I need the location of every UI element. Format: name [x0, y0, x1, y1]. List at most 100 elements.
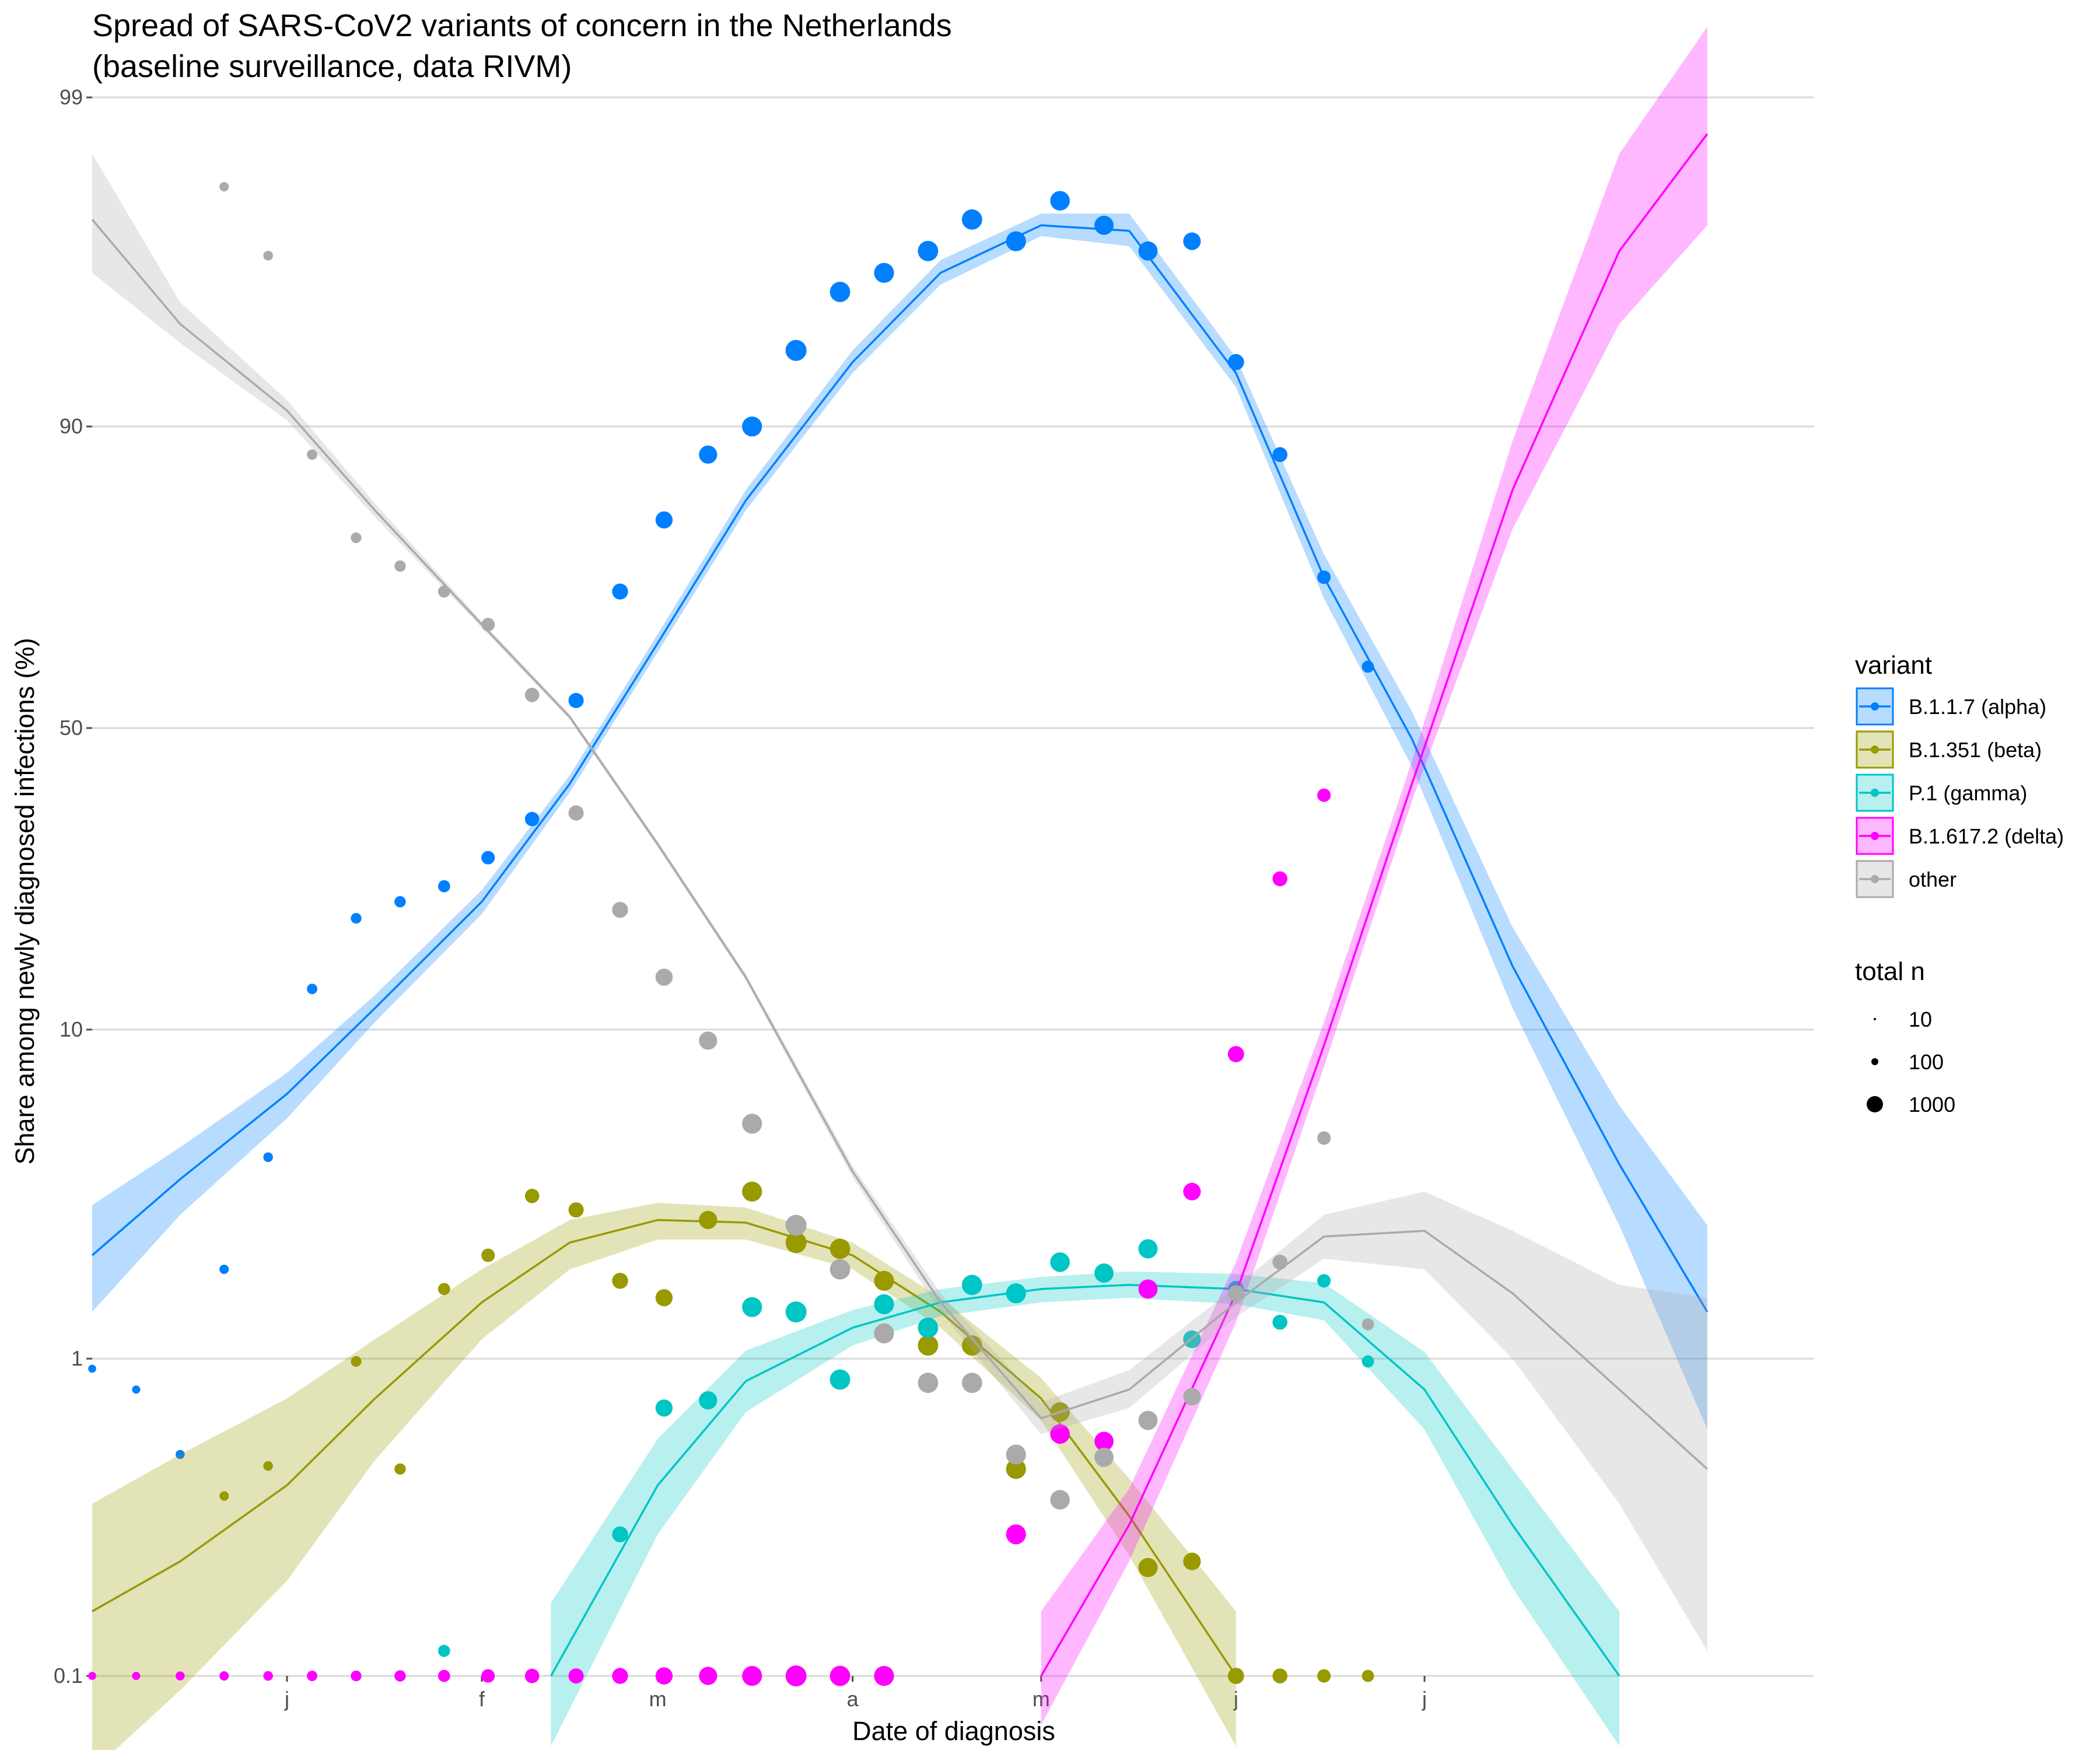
series-b-1-351-beta [92, 1181, 1374, 1750]
legend-variant-entries: B.1.1.7 (alpha) B.1.351 (beta) P.1 (gamma)… [1856, 687, 2064, 898]
y-tick-label: 50 [60, 716, 83, 740]
data-point-b-1-617-2-delta [351, 1670, 362, 1682]
data-point-p-1-gamma [874, 1294, 894, 1314]
data-point-other [524, 688, 540, 702]
legend-size-entries: 10 100 1000 [1867, 1007, 1955, 1116]
data-point-b-1-617-2-delta [307, 1671, 318, 1681]
data-point-b-1-1-7-alpha [132, 1385, 141, 1394]
data-point-b-1-617-2-delta [874, 1665, 894, 1686]
legend-label-p-1-gamma: P.1 (gamma) [1909, 781, 2027, 805]
data-point-other [830, 1259, 850, 1280]
data-point-b-1-1-7-alpha [655, 511, 673, 529]
x-tick-label: j [284, 1687, 289, 1711]
data-point-other [874, 1323, 894, 1343]
data-point-other [263, 250, 273, 261]
x-tick-label: m [1032, 1687, 1050, 1711]
data-point-b-1-617-2-delta [612, 1668, 628, 1684]
legend-dot [1871, 746, 1879, 754]
data-point-other [1227, 1285, 1244, 1302]
data-point-b-1-617-2-delta [481, 1669, 495, 1683]
data-point-b-1-617-2-delta [655, 1667, 673, 1685]
data-point-b-1-617-2-delta [1138, 1279, 1158, 1299]
legend-label-b-1-351-beta: B.1.351 (beta) [1909, 738, 2042, 762]
data-point-other [961, 1373, 982, 1393]
size-legend-label: 10 [1909, 1007, 1932, 1031]
data-point-b-1-617-2-delta [132, 1672, 141, 1680]
data-point-other [219, 182, 229, 192]
data-point-b-1-1-7-alpha [568, 692, 584, 708]
data-point-other [612, 902, 628, 918]
data-point-b-1-351-beta [1362, 1670, 1374, 1682]
data-point-b-1-617-2-delta [1183, 1182, 1201, 1200]
data-point-other [1138, 1410, 1158, 1430]
legend-dot [1871, 875, 1879, 883]
fit-line-b-1-617-2-delta [1040, 133, 1709, 1676]
data-point-other [1317, 1131, 1331, 1145]
data-point-b-1-1-7-alpha [612, 583, 628, 600]
data-point-b-1-1-7-alpha [351, 913, 362, 924]
data-point-p-1-gamma [1006, 1283, 1026, 1304]
data-point-p-1-gamma [1094, 1263, 1114, 1283]
data-point-b-1-1-7-alpha [1272, 447, 1288, 463]
legend-dot [1871, 832, 1879, 840]
data-point-b-1-351-beta [351, 1356, 362, 1367]
data-point-b-1-1-7-alpha [438, 880, 450, 892]
data-point-b-1-617-2-delta [1227, 1046, 1244, 1063]
confidence-band-b-1-1-7-alpha [92, 214, 1707, 1430]
data-point-b-1-351-beta [699, 1210, 718, 1230]
fit-line-other [91, 219, 1708, 1470]
data-point-b-1-1-7-alpha [524, 811, 540, 827]
data-point-b-1-351-beta [1317, 1669, 1331, 1683]
data-point-b-1-1-7-alpha [1094, 215, 1114, 235]
data-point-b-1-617-2-delta [1094, 1432, 1114, 1451]
data-point-b-1-617-2-delta [176, 1671, 185, 1681]
x-tick-label: m [649, 1687, 667, 1711]
series-p-1-gamma [438, 1239, 1620, 1746]
data-point-other [699, 1031, 718, 1050]
data-point-b-1-617-2-delta [219, 1671, 229, 1681]
data-point-b-1-351-beta [961, 1335, 982, 1356]
data-point-other [394, 560, 406, 572]
data-point-b-1-617-2-delta [785, 1665, 807, 1686]
fit-line-p-1-gamma [550, 1283, 1620, 1677]
size-legend-dot [1867, 1096, 1883, 1112]
data-point-b-1-617-2-delta [263, 1671, 273, 1681]
data-point-p-1-gamma [1050, 1252, 1070, 1272]
data-point-b-1-351-beta [785, 1232, 807, 1254]
fit-line-b-1-351-beta [92, 1219, 1237, 1676]
data-point-b-1-351-beta [874, 1270, 894, 1291]
data-point-b-1-351-beta [612, 1273, 628, 1289]
data-point-b-1-1-7-alpha [219, 1264, 229, 1275]
data-point-b-1-1-7-alpha [830, 281, 850, 302]
data-point-p-1-gamma [830, 1369, 850, 1390]
data-point-b-1-1-7-alpha [1183, 232, 1201, 250]
data-point-p-1-gamma [918, 1317, 939, 1338]
data-point-other [351, 532, 362, 544]
data-point-p-1-gamma [785, 1301, 807, 1323]
data-point-other [1362, 1318, 1374, 1331]
plot-area [88, 26, 1709, 1750]
data-point-b-1-617-2-delta [1050, 1424, 1070, 1444]
grid-lines [92, 96, 1814, 1677]
data-point-p-1-gamma [742, 1297, 762, 1317]
data-point-b-1-1-7-alpha [918, 240, 939, 261]
data-point-other [568, 805, 584, 821]
data-point-other [655, 968, 673, 986]
y-tick-label: 0.1 [54, 1664, 83, 1688]
x-tick-label: j [1233, 1687, 1238, 1711]
data-point-other [918, 1373, 939, 1393]
data-point-b-1-351-beta [568, 1202, 584, 1218]
size-legend-label: 100 [1909, 1050, 1944, 1074]
data-point-b-1-1-7-alpha [1317, 570, 1331, 584]
y-tick-label: 99 [60, 85, 83, 109]
data-point-p-1-gamma [699, 1391, 718, 1410]
data-point-b-1-351-beta [742, 1181, 762, 1202]
x-tick-label: f [479, 1687, 485, 1711]
legend-title-total-n: total n [1855, 957, 1925, 986]
data-point-other [742, 1114, 762, 1134]
data-point-b-1-617-2-delta [1006, 1524, 1026, 1545]
data-point-b-1-617-2-delta [568, 1668, 584, 1684]
data-point-b-1-1-7-alpha [176, 1450, 185, 1460]
